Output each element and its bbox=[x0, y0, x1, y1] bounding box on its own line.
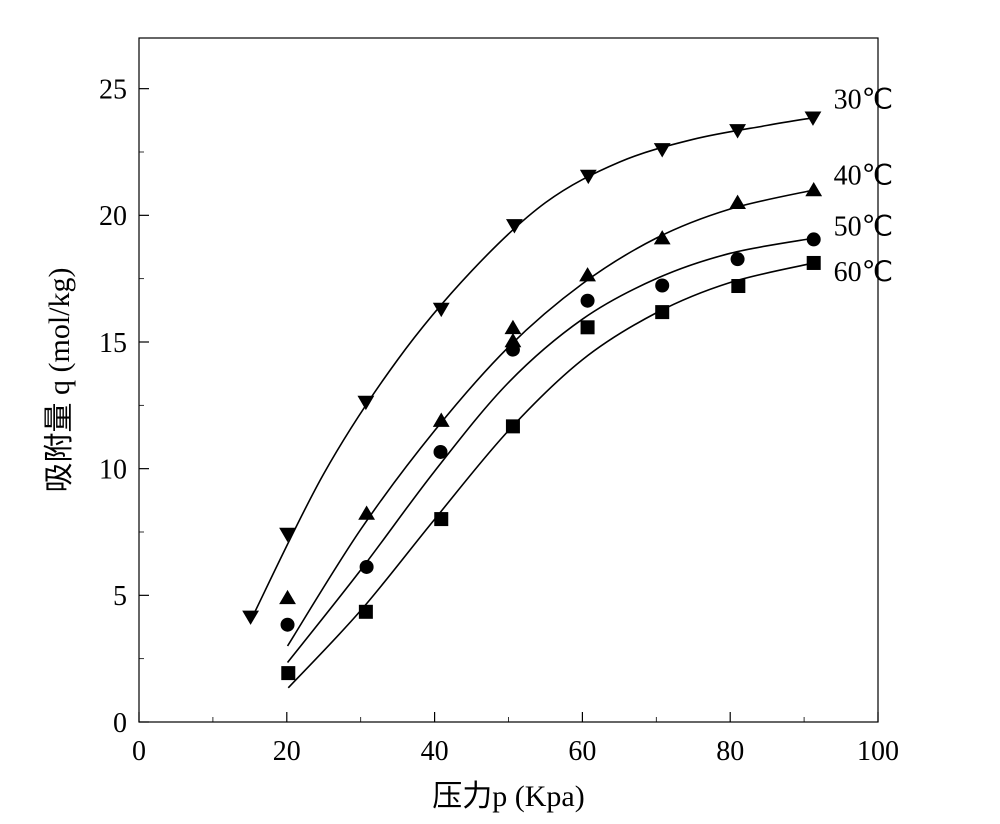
series-label: 30℃ bbox=[834, 85, 893, 116]
y-tick-label: 20 bbox=[99, 201, 127, 232]
x-axis-title: 压力p (Kpa) bbox=[432, 780, 584, 813]
x-tick-label: 80 bbox=[716, 736, 744, 767]
y-tick-label: 15 bbox=[99, 328, 127, 359]
x-tick-label: 0 bbox=[132, 736, 146, 767]
series-label: 40℃ bbox=[834, 161, 893, 192]
y-tick-label: 5 bbox=[113, 581, 127, 612]
series-label: 60℃ bbox=[834, 257, 893, 288]
x-tick-label: 100 bbox=[857, 736, 899, 767]
series-label: 50℃ bbox=[834, 211, 893, 242]
y-tick-label: 25 bbox=[99, 74, 127, 105]
x-tick-label: 40 bbox=[421, 736, 449, 767]
y-axis-title: 吸附量 q (mol/kg) bbox=[43, 268, 76, 493]
y-tick-label: 0 bbox=[113, 708, 127, 739]
x-tick-label: 20 bbox=[273, 736, 301, 767]
x-tick-label: 60 bbox=[568, 736, 596, 767]
y-tick-label: 10 bbox=[99, 454, 127, 485]
adsorption-chart: 0 20 40 60 80 100 压力p (Kpa) 0 5 10 15 20 25 吸附量 q (mo… bbox=[0, 0, 1000, 824]
